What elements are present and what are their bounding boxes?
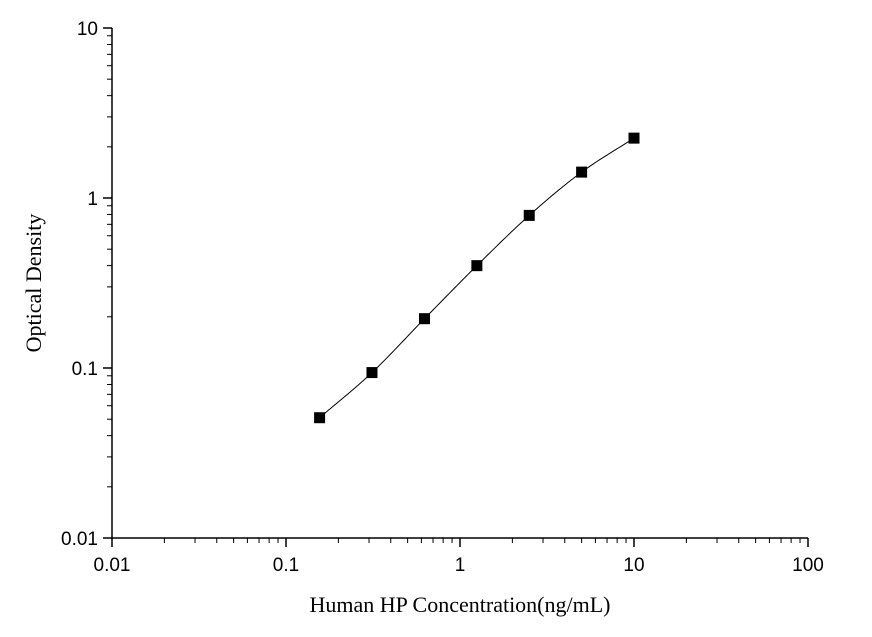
y-tick-label: 10 <box>77 19 98 40</box>
y-tick-label: 1 <box>87 189 98 210</box>
data-point <box>471 260 483 272</box>
data-point <box>314 412 326 424</box>
x-tick-label: 1 <box>455 555 466 576</box>
data-point <box>418 313 430 325</box>
x-axis-title: Human HP Concentration(ng/mL) <box>309 592 610 617</box>
tick-labels: 0.01 0.1 1 10 100 0.01 0.1 1 10 <box>61 19 824 576</box>
x-tick-label: 0.1 <box>273 555 299 576</box>
y-axis-title: Optical Density <box>21 214 46 353</box>
axes <box>111 28 808 539</box>
x-tick-label: 0.01 <box>94 555 131 576</box>
data-point <box>523 209 535 221</box>
axis-ticks <box>103 27 809 547</box>
x-tick-label: 100 <box>792 555 824 576</box>
data-point <box>366 367 378 379</box>
data-points <box>314 132 640 424</box>
data-point <box>576 166 588 178</box>
x-tick-label: 10 <box>623 555 644 576</box>
y-tick-label: 0.1 <box>72 359 98 380</box>
data-point <box>628 132 640 144</box>
y-tick-label: 0.01 <box>61 529 98 550</box>
